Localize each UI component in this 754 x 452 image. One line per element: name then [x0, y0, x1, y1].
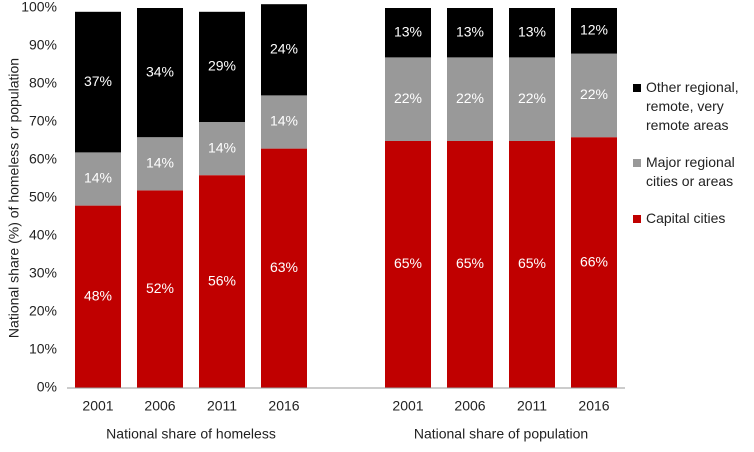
y-tick-label: 50% [29, 189, 57, 205]
group-label: National share of population [414, 426, 588, 442]
x-tick-label: 2001 [392, 398, 423, 414]
legend-swatch [633, 84, 641, 92]
y-tick-label: 40% [29, 227, 57, 243]
value-label: 12% [580, 22, 608, 38]
value-label: 24% [270, 41, 298, 57]
legend-label: Capital cities [646, 210, 726, 226]
value-label: 34% [146, 63, 174, 79]
bar-segment [75, 205, 121, 388]
legend-entry: Other regional, remote, very remote area… [633, 78, 751, 135]
bar-segment [261, 95, 307, 149]
bar-segment [137, 190, 183, 388]
x-tick-label: 2016 [578, 398, 609, 414]
bar-segment [571, 137, 617, 388]
bar-segment [385, 141, 431, 388]
x-tick-label: 2011 [207, 398, 237, 414]
value-label: 65% [456, 255, 484, 271]
value-label: 63% [270, 259, 298, 275]
bar-segment [75, 11, 121, 153]
value-label: 14% [270, 113, 298, 129]
value-label: 13% [394, 23, 422, 39]
bar-segment [137, 8, 183, 138]
bar-segment [75, 152, 121, 206]
group-label: National share of homeless [106, 426, 276, 442]
bar-segment [571, 8, 617, 54]
value-label: 48% [84, 288, 112, 304]
y-tick-label: 80% [29, 75, 57, 91]
y-tick-label: 90% [29, 37, 57, 53]
value-label: 29% [208, 58, 236, 74]
value-label: 52% [146, 280, 174, 296]
bar-segment [447, 8, 493, 58]
bar-segment [509, 141, 555, 388]
y-tick-label: 20% [29, 303, 57, 319]
value-label: 65% [394, 255, 422, 271]
legend-entry: Capital cities [633, 209, 751, 228]
bar-segment [509, 8, 555, 58]
value-label: 14% [146, 155, 174, 171]
bar-segment [261, 148, 307, 388]
bar-segment [385, 57, 431, 141]
legend-swatch [633, 159, 641, 167]
bar-segment [199, 11, 245, 122]
legend: Other regional, remote, very remote area… [633, 78, 751, 246]
bar-segment [385, 8, 431, 58]
value-label: 22% [580, 86, 608, 102]
value-label: 56% [208, 272, 236, 288]
x-tick-label: 2001 [82, 398, 113, 414]
bar-segment [137, 137, 183, 191]
value-label: 13% [456, 23, 484, 39]
bar-segment [447, 141, 493, 388]
x-tick-label: 2011 [517, 398, 547, 414]
bar-segment [261, 4, 307, 96]
bar-segment [571, 53, 617, 138]
y-tick-label: 0% [37, 379, 57, 395]
bar-segment [447, 57, 493, 141]
bar-segment [199, 175, 245, 388]
value-label: 13% [518, 23, 546, 39]
y-tick-label: 100% [21, 0, 57, 15]
value-label: 22% [394, 90, 422, 106]
y-tick-label: 70% [29, 113, 57, 129]
y-axis-title: National share (%) of homeless or popula… [6, 58, 22, 338]
bar-segment [199, 122, 245, 176]
value-label: 22% [456, 90, 484, 106]
x-tick-label: 2006 [454, 398, 485, 414]
legend-entry: Major regional cities or areas [633, 153, 751, 191]
y-tick-label: 10% [29, 341, 57, 357]
y-tick-label: 60% [29, 151, 57, 167]
value-label: 66% [580, 253, 608, 269]
value-label: 37% [84, 73, 112, 89]
y-tick-label: 30% [29, 265, 57, 281]
legend-label: Major regional cities or areas [646, 154, 735, 189]
legend-swatch [633, 215, 641, 223]
value-label: 65% [518, 255, 546, 271]
x-tick-label: 2016 [268, 398, 299, 414]
bar-segment [509, 57, 555, 141]
value-label: 14% [84, 170, 112, 186]
value-label: 22% [518, 90, 546, 106]
x-tick-label: 2006 [144, 398, 175, 414]
legend-label: Other regional, remote, very remote area… [646, 79, 739, 133]
value-label: 14% [208, 139, 236, 155]
